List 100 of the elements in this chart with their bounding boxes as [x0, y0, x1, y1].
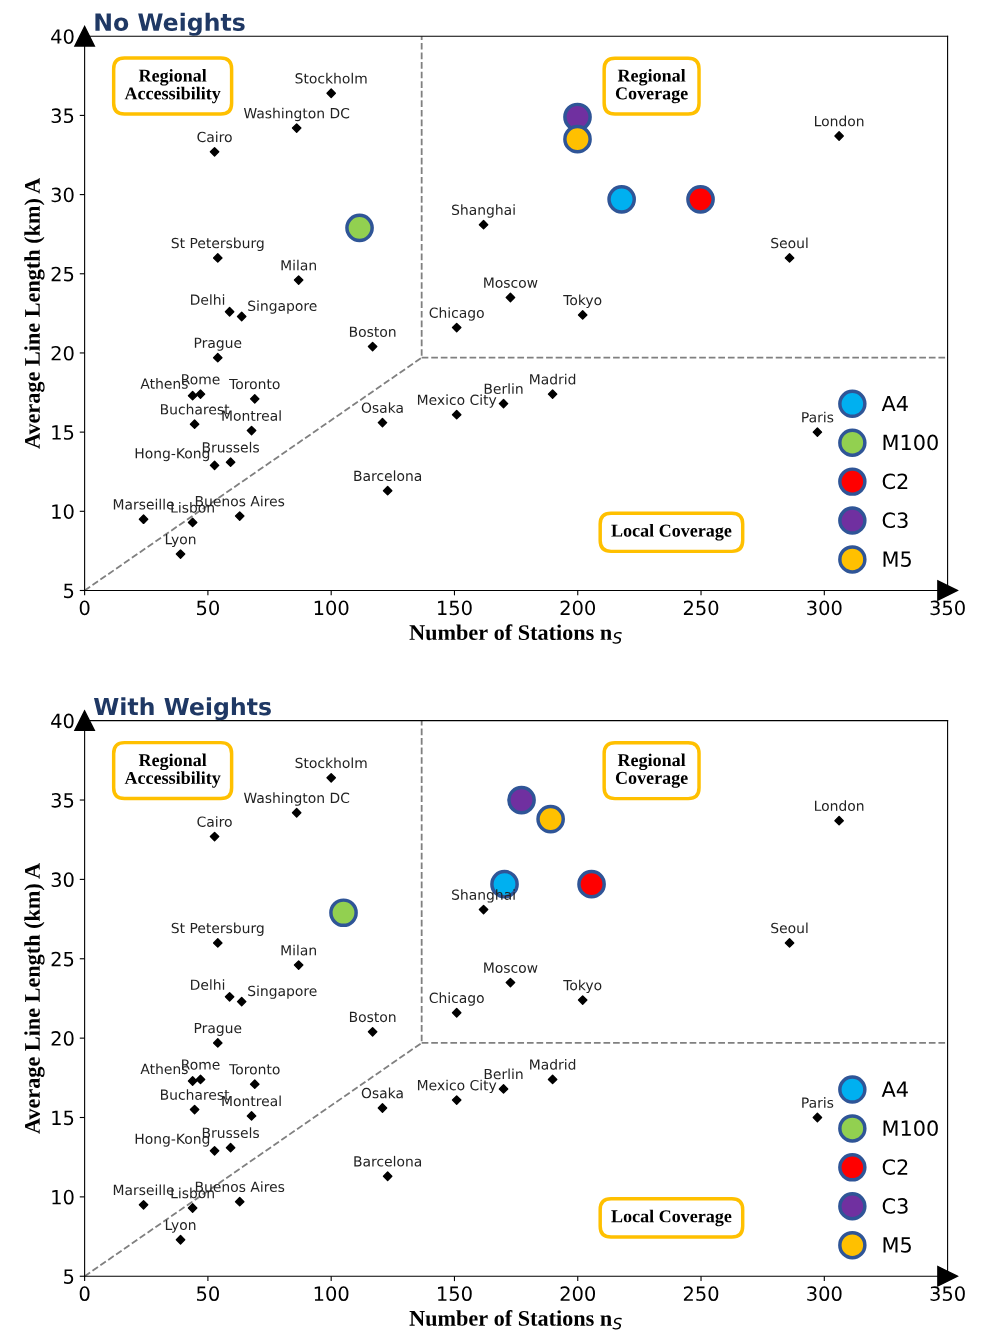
legend-label: M100	[883, 1120, 938, 1137]
x-tick-label: 300	[807, 600, 842, 616]
annotation: Milan	[281, 259, 316, 271]
annotation: Seoul	[771, 237, 808, 249]
annotation: Tokyo	[563, 979, 602, 994]
x-tick-label: 350	[930, 600, 965, 616]
annotation: Tokyo	[563, 294, 602, 308]
annotation: Prague	[194, 1022, 242, 1036]
legend-label: C3	[882, 512, 908, 529]
annotation: Osaka	[361, 402, 403, 413]
annotation: London	[815, 800, 864, 812]
annotation: Berlin	[484, 1068, 523, 1080]
x-tick-label: 200	[560, 1286, 596, 1302]
annotation: Seoul	[771, 922, 808, 934]
annotation: Barcelona	[354, 1155, 422, 1167]
annotation: Regional Accessibility	[124, 69, 221, 104]
annotation: Chicago	[429, 307, 484, 321]
annotation: Prague	[194, 337, 242, 351]
x-tick-label: 50	[197, 600, 219, 616]
legend-label: C3	[882, 1198, 908, 1214]
annotation: Cairo	[197, 131, 232, 143]
x-tick-label: 250	[683, 1286, 719, 1302]
x-tick-label: 50	[197, 1286, 219, 1302]
x-axis-title: Number of Stations n$_{S}$	[409, 1309, 622, 1330]
chart-title: No Weights	[95, 12, 245, 36]
annotation: Lyon	[165, 534, 196, 548]
legend-label: M5	[883, 551, 911, 568]
y-axis-title: Average Line Length (km) A	[24, 177, 45, 449]
annotation: Regional Coverage	[615, 68, 688, 104]
annotation: Paris	[802, 411, 834, 423]
y-tick-label: 35	[51, 792, 74, 808]
y-tick-label: 15	[52, 425, 74, 440]
x-tick-label: 150	[438, 1286, 472, 1302]
x-tick-label: 300	[807, 1286, 842, 1302]
annotation: Lyon	[165, 1219, 196, 1233]
y-tick-label: 5	[64, 1269, 74, 1284]
x-tick-label: 150	[438, 600, 472, 616]
annotation: Singapore	[248, 985, 317, 999]
y-tick-label: 35	[51, 108, 74, 124]
x-tick-label: 200	[560, 600, 596, 616]
legend-label: C2	[882, 473, 908, 490]
y-tick-label: 30	[51, 872, 74, 888]
x-tick-label: 0	[79, 600, 90, 616]
annotation: Shanghai	[452, 204, 515, 218]
legend-label: C2	[882, 1159, 908, 1175]
annotation: Washington DC	[243, 792, 350, 806]
annotation: Regional Accessibility	[124, 753, 221, 788]
y-tick-label: 15	[52, 1110, 74, 1126]
annotation: Shanghai	[452, 889, 515, 903]
x-axis-title: Number of Stations n$_{S}$	[409, 624, 622, 644]
annotation: Stockholm	[295, 72, 367, 84]
y-tick-label: 40	[51, 29, 74, 44]
annotation: Washington DC	[243, 107, 350, 122]
annotation: Boston	[349, 1011, 396, 1023]
y-axis-title: Average Line Length (km) A	[24, 863, 45, 1134]
legend-label: M100	[883, 434, 938, 451]
annotation: Milan	[281, 944, 316, 956]
annotation: Madrid	[530, 373, 576, 385]
y-tick-label: 20	[51, 1031, 74, 1046]
annotation: Madrid	[530, 1059, 576, 1070]
annotation: Toronto	[229, 378, 280, 390]
annotation: Mexico City	[417, 394, 497, 408]
annotation: St Petersburg	[171, 922, 264, 936]
y-tick-label: 20	[51, 345, 74, 361]
legend-label: A4	[881, 1081, 908, 1097]
y-tick-label: 25	[51, 266, 74, 282]
annotation: Local Coverage	[611, 1209, 732, 1227]
legend-label: A4	[881, 395, 908, 412]
annotation: Paris	[802, 1097, 834, 1108]
x-tick-label: 100	[314, 1286, 349, 1302]
annotation: Toronto	[229, 1064, 280, 1075]
chart-title: With Weights	[93, 697, 271, 721]
x-tick-label: 0	[79, 1286, 90, 1302]
annotation: Stockholm	[295, 757, 367, 769]
y-tick-label: 25	[51, 951, 74, 967]
y-tick-label: 5	[64, 583, 74, 599]
annotation: St Petersburg	[171, 237, 264, 251]
annotation: Berlin	[484, 383, 523, 394]
y-tick-label: 30	[51, 187, 74, 203]
y-tick-label: 10	[52, 1189, 74, 1205]
x-tick-label: 100	[314, 600, 349, 616]
x-tick-label: 250	[683, 600, 719, 616]
annotation: Boston	[349, 326, 396, 337]
annotation: Chicago	[429, 992, 484, 1006]
annotation: Delhi	[191, 979, 225, 990]
y-tick-label: 10	[52, 504, 74, 519]
legend-label: M5	[883, 1237, 911, 1253]
annotation: Mexico City	[417, 1079, 497, 1094]
annotation: Moscow	[484, 962, 538, 973]
y-tick-label: 40	[51, 713, 74, 729]
annotation: London	[815, 115, 864, 127]
annotation: Singapore	[248, 300, 317, 314]
annotation: Regional Coverage	[615, 753, 688, 788]
annotation: Osaka	[361, 1087, 403, 1099]
annotation: Barcelona	[354, 470, 422, 482]
annotation: Delhi	[191, 294, 225, 305]
annotation: Cairo	[197, 816, 232, 827]
annotation: Moscow	[484, 277, 538, 288]
annotation: Local Coverage	[611, 524, 732, 541]
x-tick-label: 350	[930, 1286, 965, 1302]
